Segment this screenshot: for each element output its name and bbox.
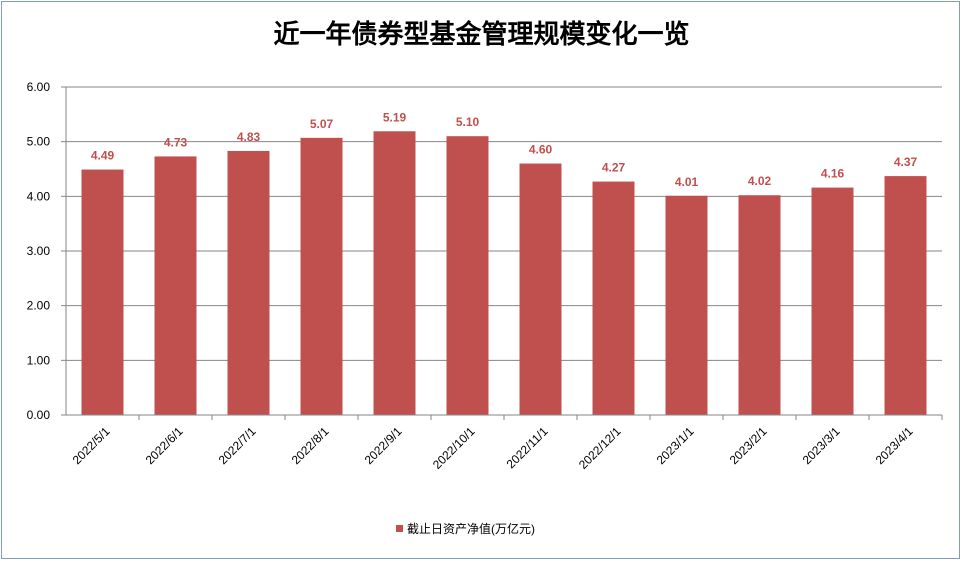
data-label: 4.73 xyxy=(164,135,188,149)
y-tick-label: 1.00 xyxy=(27,353,51,367)
y-tick-label: 0.00 xyxy=(27,408,51,422)
x-tick-label: 2022/10/1 xyxy=(430,424,478,472)
x-tick-label: 2023/1/1 xyxy=(654,424,697,467)
y-tick-label: 5.00 xyxy=(27,135,51,149)
data-label: 5.10 xyxy=(456,115,480,129)
y-tick-label: 3.00 xyxy=(27,244,51,258)
x-tick-label: 2022/6/1 xyxy=(143,424,186,467)
x-tick-label: 2023/4/1 xyxy=(873,424,916,467)
data-label: 4.60 xyxy=(529,143,553,157)
bar xyxy=(592,181,635,415)
data-label: 4.83 xyxy=(237,130,261,144)
bar xyxy=(300,137,343,415)
data-label: 5.19 xyxy=(383,110,407,124)
data-label: 5.07 xyxy=(310,117,334,131)
x-tick-label: 2022/12/1 xyxy=(576,424,624,472)
y-tick-label: 4.00 xyxy=(27,189,51,203)
x-tick-label: 2022/7/1 xyxy=(216,424,259,467)
bar xyxy=(373,131,416,415)
bar xyxy=(81,169,124,415)
x-tick-label: 2022/9/1 xyxy=(362,424,405,467)
grid-lines xyxy=(66,86,942,361)
x-tick-label: 2023/2/1 xyxy=(727,424,770,467)
bar xyxy=(446,136,489,415)
x-tick-label: 2023/3/1 xyxy=(800,424,843,467)
data-label: 4.16 xyxy=(821,167,845,181)
bar xyxy=(519,163,562,415)
bar xyxy=(227,150,270,415)
data-label: 4.27 xyxy=(602,161,626,175)
data-label: 4.02 xyxy=(748,174,772,188)
bar xyxy=(811,187,854,415)
x-tick-label: 2022/5/1 xyxy=(70,424,113,467)
y-tick-label: 2.00 xyxy=(27,299,51,313)
data-labels: 4.49 4.73 4.83 5.07 5.19 5.10 4.60 4.27 4.01 4.02… xyxy=(91,110,918,189)
bars xyxy=(81,131,927,415)
bar xyxy=(665,195,708,415)
legend-swatch xyxy=(396,525,403,532)
x-tick-label: 2022/8/1 xyxy=(289,424,332,467)
chart-title: 近一年债券型基金管理规模变化一览 xyxy=(273,20,690,50)
bar xyxy=(738,195,781,415)
legend: 截止日资产净值(万亿元) xyxy=(396,521,535,536)
x-tick-label: 2022/11/1 xyxy=(504,424,551,471)
bar xyxy=(884,176,927,415)
legend-label: 截止日资产净值(万亿元) xyxy=(407,521,535,536)
y-tick-label: 6.00 xyxy=(27,80,51,94)
data-label: 4.49 xyxy=(91,149,115,163)
data-label: 4.01 xyxy=(675,175,699,189)
data-label: 4.37 xyxy=(894,155,918,169)
bar xyxy=(154,156,197,415)
